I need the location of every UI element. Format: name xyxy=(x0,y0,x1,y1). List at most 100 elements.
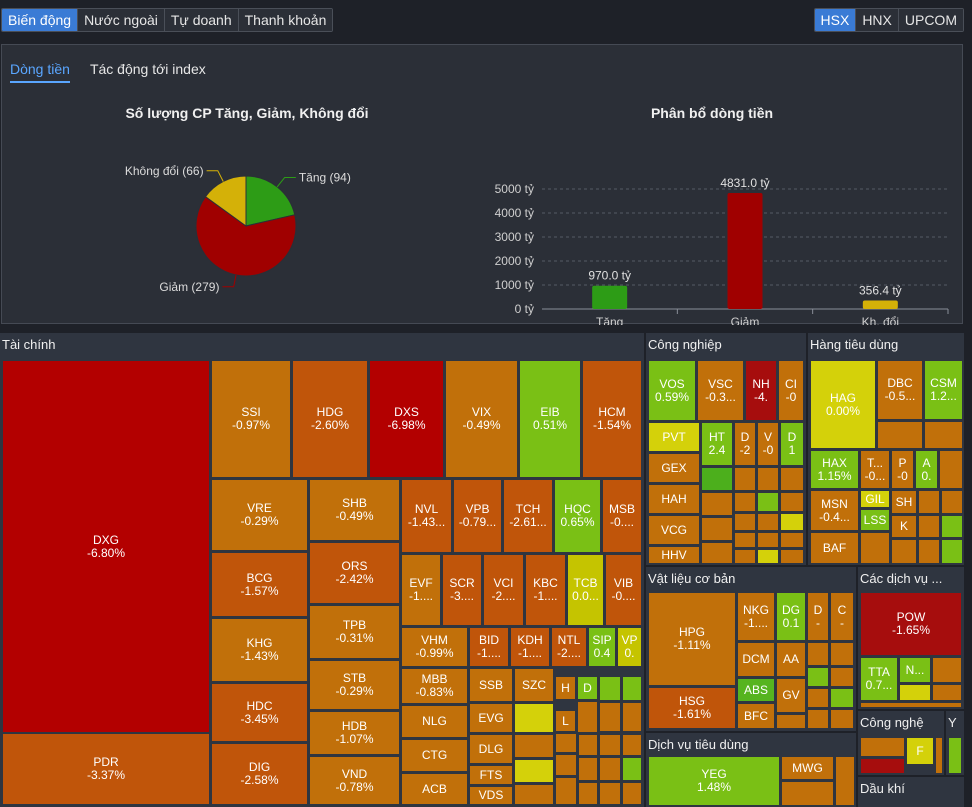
stock-tile[interactable] xyxy=(780,532,804,548)
stock-tile[interactable] xyxy=(780,467,804,491)
stock-dxg[interactable]: DXG -6.80% xyxy=(2,360,210,733)
stock-pvt[interactable]: PVT xyxy=(648,422,700,452)
stock-tile[interactable] xyxy=(599,757,621,781)
stock-tile[interactable] xyxy=(757,513,779,531)
stock-hag[interactable]: HAG 0.00% xyxy=(810,360,876,449)
stock-tile[interactable] xyxy=(941,490,963,514)
stock-h[interactable]: H xyxy=(555,676,576,700)
stock-tile[interactable] xyxy=(734,492,756,512)
stock-tile[interactable] xyxy=(918,515,940,538)
stock-hqc[interactable]: HQC 0.65% xyxy=(554,479,601,553)
stock-tile[interactable] xyxy=(780,492,804,512)
tab-tu-doanh[interactable]: Tự doanh xyxy=(164,9,239,31)
stock-tile[interactable] xyxy=(578,734,598,756)
stock-acb[interactable]: ACB xyxy=(401,773,468,805)
stock-tile[interactable] xyxy=(622,782,642,805)
stock-tile[interactable] xyxy=(835,756,855,806)
stock-tile[interactable] xyxy=(860,758,905,774)
stock-tile[interactable] xyxy=(807,709,829,729)
stock-tile[interactable] xyxy=(860,532,890,564)
stock-tile[interactable] xyxy=(701,467,733,491)
stock-tile[interactable] xyxy=(734,467,756,491)
stock-hdb[interactable]: HDB -1.07% xyxy=(309,711,400,755)
stock-v[interactable]: V -0 xyxy=(757,422,779,466)
stock-ntl[interactable]: NTL -2.... xyxy=(551,627,587,667)
stock-scr[interactable]: SCR -3.... xyxy=(442,554,482,626)
stock-tile[interactable] xyxy=(578,757,598,781)
stock-hdg[interactable]: HDG -2.60% xyxy=(292,360,368,478)
stock-vre[interactable]: VRE -0.29% xyxy=(211,479,308,551)
tab-hnx[interactable]: HNX xyxy=(856,9,899,31)
stock-dlg[interactable]: DLG xyxy=(469,734,513,764)
stock-tile[interactable] xyxy=(781,781,834,806)
stock-bfc[interactable]: BFC xyxy=(737,703,775,729)
stock-dxs[interactable]: DXS -6.98% xyxy=(369,360,444,478)
stock-shb[interactable]: SHB -0.49% xyxy=(309,479,400,541)
stock-szc[interactable]: SZC xyxy=(514,668,554,702)
stock-sh[interactable]: SH xyxy=(891,490,917,514)
stock-tile[interactable] xyxy=(935,737,943,774)
stock-tile[interactable] xyxy=(780,513,804,531)
stock-vsc[interactable]: VSC -0.3... xyxy=(697,360,744,421)
stock-tile[interactable] xyxy=(599,702,621,732)
stock-a[interactable]: A 0. xyxy=(915,450,938,489)
stock-vhm[interactable]: VHM -0.99% xyxy=(401,627,468,667)
stock-l[interactable]: L xyxy=(555,710,576,732)
stock-f[interactable]: F xyxy=(906,737,934,765)
stock-t[interactable]: T... -0... xyxy=(860,450,890,489)
stock-gv[interactable]: GV xyxy=(776,678,806,713)
stock-baf[interactable]: BAF xyxy=(810,532,859,564)
stock-tile[interactable] xyxy=(918,539,940,564)
stock-ssi[interactable]: SSI -0.97% xyxy=(211,360,291,478)
stock-tile[interactable] xyxy=(514,734,554,758)
stock-nlg[interactable]: NLG xyxy=(401,705,468,738)
stock-tile[interactable] xyxy=(807,688,829,708)
stock-kdh[interactable]: KDH -1.... xyxy=(510,627,550,667)
stock-hdc[interactable]: HDC -3.45% xyxy=(211,683,308,742)
stock-abs[interactable]: ABS xyxy=(737,678,775,702)
stock-hcm[interactable]: HCM -1.54% xyxy=(582,360,642,478)
stock-tile[interactable] xyxy=(734,549,756,564)
stock-sip[interactable]: SIP 0.4 xyxy=(588,627,616,667)
stock-tpb[interactable]: TPB -0.31% xyxy=(309,605,400,659)
stock-dbc[interactable]: DBC -0.5... xyxy=(877,360,923,420)
stock-tile[interactable] xyxy=(514,759,554,783)
stock-d2[interactable]: D -2 xyxy=(734,422,756,466)
stock-vos[interactable]: VOS 0.59% xyxy=(648,360,696,421)
stock-d4[interactable]: D- xyxy=(807,592,829,641)
stock-tile[interactable] xyxy=(599,734,621,756)
stock-nkg[interactable]: NKG -1.... xyxy=(737,592,775,641)
stock-vds[interactable]: VDS xyxy=(469,786,513,805)
stock-tile[interactable] xyxy=(622,734,642,756)
stock-pdr[interactable]: PDR -3.37% xyxy=(2,733,210,805)
stock-tile[interactable] xyxy=(622,702,642,732)
stock-aa[interactable]: AA xyxy=(776,642,806,677)
stock-ht[interactable]: HT 2.4 xyxy=(701,422,733,466)
stock-tile[interactable] xyxy=(701,542,733,564)
stock-tile[interactable] xyxy=(514,703,554,733)
stock-kbc[interactable]: KBC -1.... xyxy=(525,554,566,626)
stock-gil[interactable]: GIL xyxy=(860,490,890,508)
tab-upcom[interactable]: UPCOM xyxy=(898,9,963,31)
tab-nuoc-ngoai[interactable]: Nước ngoài xyxy=(78,9,165,31)
stock-tile[interactable] xyxy=(757,467,779,491)
stock-evf[interactable]: EVF -1.... xyxy=(401,554,441,626)
stock-tile[interactable] xyxy=(830,667,854,687)
stock-tile[interactable] xyxy=(899,684,931,701)
stock-eib[interactable]: EIB 0.51% xyxy=(519,360,581,478)
stock-stb[interactable]: STB -0.29% xyxy=(309,660,400,710)
stock-vpb[interactable]: VPB -0.79... xyxy=(453,479,502,553)
stock-tile[interactable] xyxy=(701,517,733,541)
stock-tile[interactable] xyxy=(941,515,963,538)
stock-nvl[interactable]: NVL -1.43... xyxy=(401,479,452,553)
stock-tile[interactable] xyxy=(891,539,917,564)
stock-n[interactable]: N... xyxy=(899,657,931,683)
stock-d[interactable]: D xyxy=(577,676,598,700)
stock-tcb[interactable]: TCB 0.0... xyxy=(567,554,604,626)
stock-evg[interactable]: EVG xyxy=(469,703,513,733)
stock-csm[interactable]: CSM 1.2... xyxy=(924,360,963,420)
stock-vci[interactable]: VCI -2.... xyxy=(483,554,524,626)
stock-hsg[interactable]: HSG -1.61% xyxy=(648,687,736,729)
stock-lss[interactable]: LSS xyxy=(860,509,890,531)
stock-tta[interactable]: TTA 0.7... xyxy=(860,657,898,701)
